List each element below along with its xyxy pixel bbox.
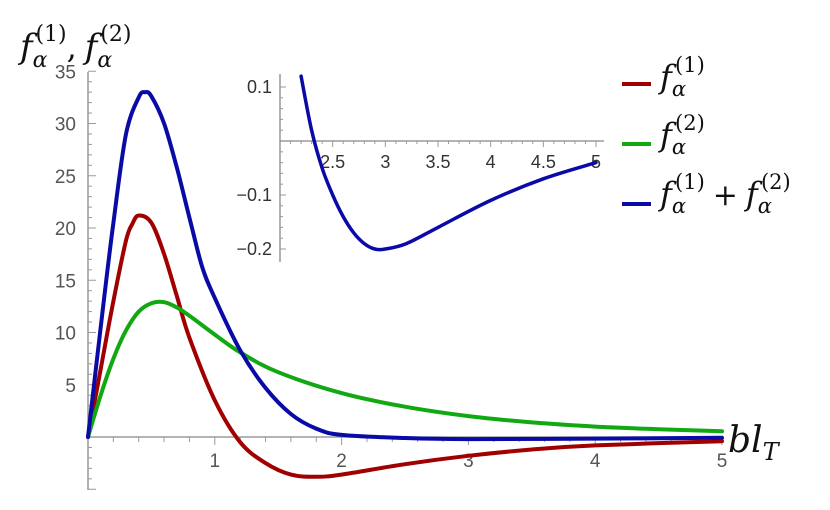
x-tick-label: 2 [336,451,347,472]
main-series [86,90,724,479]
series-line-f2 [86,299,724,439]
y-tick-label: 10 [55,324,76,345]
y-tick-label: 25 [55,167,76,188]
inset-x-tick-label: 3 [380,152,390,172]
x-tick-label: 5 [717,451,728,472]
inset-x-tick-label: 4 [486,152,496,172]
main-tick-labels: 1 2 3 4 5 5 10 15 20 25 30 35 [55,62,727,472]
inset-y-tick-label: −0.1 [236,185,272,205]
inset-x-tick-label: 2.5 [320,152,345,172]
y-axis-label: fα(1), fα(2) [17,22,131,73]
inset-plot: 2.5 3 3.5 4 4.5 50.1−0.1−0.2 [236,74,604,262]
series-line-f1 [86,213,724,479]
inset-ticks [280,86,597,250]
legend-label-sum: fα(1) + fα(2) [658,170,791,218]
x-tick-label: 4 [590,451,601,472]
y-tick-label: 5 [65,376,76,397]
series-line-sum [86,90,724,442]
x-axis-label: blT [728,420,781,466]
legend: fα(1) fα(2) fα(1) + fα(2) [612,40,828,245]
y-tick-label: 30 [55,115,76,136]
legend-label-f1: fα(1) [658,53,705,101]
inset-y-tick-label: 0.1 [247,77,272,97]
inset-y-tick-label: −0.2 [236,239,272,259]
x-tick-label: 1 [210,451,221,472]
main-ticks [88,70,723,490]
inset-x-tick-label: 4.5 [531,152,556,172]
inset-x-tick-label: 3.5 [425,152,450,172]
inset-tick-labels: 2.5 3 3.5 4 4.5 50.1−0.1−0.2 [236,77,601,259]
x-tick-label: 3 [463,451,474,472]
legend-label-f2: fα(2) [658,111,705,159]
y-tick-label: 35 [55,62,76,83]
inset-series [299,74,598,252]
y-tick-label: 20 [55,219,76,240]
y-tick-label: 15 [55,271,76,292]
inset-series-line-sum [299,74,598,252]
main-plot: 1 2 3 4 5 5 10 15 20 25 30 35 [55,62,727,490]
